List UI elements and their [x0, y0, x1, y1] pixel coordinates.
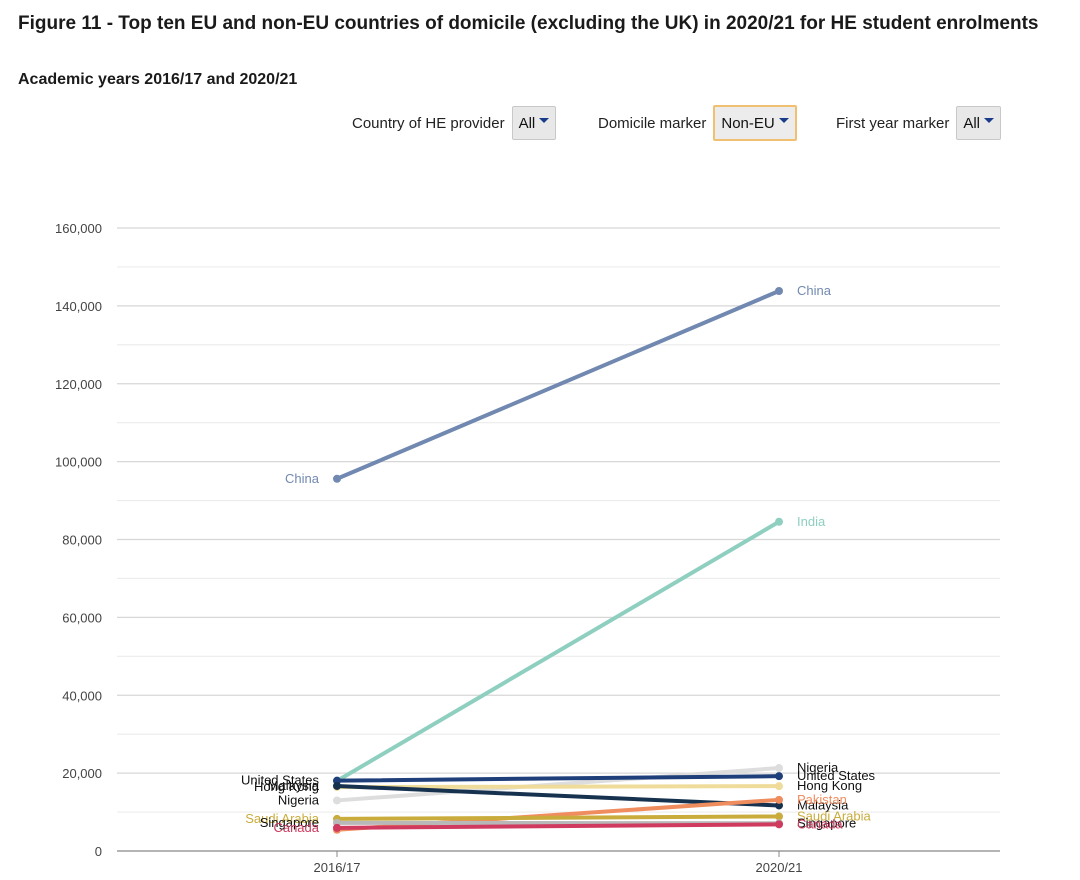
y-axis: 0 20,000 40,000 60,000 80,000 100,000 120,000 1…: [55, 221, 102, 859]
right-label-singapore: Singapore: [797, 815, 856, 830]
x-tick-label: 2020/21: [756, 860, 803, 875]
series-lines: [333, 287, 783, 834]
right-label-saudi-arabia: Saudi Arabia: [797, 808, 871, 823]
filter-country-of-he-provider: Country of HE provider All: [352, 106, 557, 140]
caret-down-icon: [539, 118, 550, 123]
right-label-united-states: United States: [797, 768, 876, 783]
chart-subtitle: Academic years 2016/17 and 2020/21: [18, 71, 298, 88]
series-line-hong-kong: [335, 784, 781, 790]
left-label-malaysia: Malaysia: [268, 778, 320, 793]
series-line-nigeria: [335, 766, 781, 803]
right-label-china: China: [797, 283, 832, 298]
left-label-hong-kong: Hong Kong: [254, 779, 319, 794]
left-label-china: China: [285, 471, 320, 486]
domicile-select-value: Non-EU: [721, 114, 775, 132]
left-label-united-states: United States: [241, 773, 320, 788]
series-line-china: [335, 289, 781, 481]
data-point-nigeria: [333, 796, 341, 805]
y-tick-label: 20,000: [62, 766, 102, 781]
y-tick-label: 40,000: [62, 688, 102, 703]
filter-first-year-label: First year marker: [836, 114, 950, 132]
data-point-canada: [775, 820, 783, 829]
data-point-malaysia: [775, 801, 783, 810]
left-label-saudi-arabia: Saudi Arabia: [245, 811, 319, 826]
domicile-marker-select[interactable]: Non-EU: [713, 105, 797, 141]
left-label-singapore: Singapore: [260, 815, 319, 830]
data-point-china: [333, 474, 341, 483]
y-tick-label: 100,000: [55, 455, 102, 470]
chart-title: Figure 11 - Top ten EU and non-EU countr…: [18, 13, 1039, 34]
data-point-malaysia: [333, 781, 341, 790]
y-tick-label: 80,000: [62, 533, 102, 548]
x-axis: 2016/17 2020/21: [117, 850, 1000, 875]
left-label-nigeria: Nigeria: [278, 792, 320, 807]
caret-down-icon: [984, 118, 995, 123]
country-of-he-provider-select[interactable]: All: [511, 106, 557, 140]
filter-country-label: Country of HE provider: [352, 114, 505, 132]
series-line-malaysia: [335, 783, 781, 808]
first-year-select-value: All: [963, 114, 981, 132]
gridlines: [117, 227, 1000, 813]
data-point-saudi-arabia: [775, 812, 783, 821]
data-point-hong-kong: [775, 782, 783, 791]
data-point-canada: [333, 823, 341, 832]
right-label-nigeria: Nigeria: [797, 760, 839, 775]
filter-first-year-marker: First year marker All: [836, 106, 1002, 140]
filter-domicile-marker: Domicile marker Non-EU: [598, 105, 797, 141]
y-tick-label: 160,000: [55, 221, 102, 236]
series-line-canada: [335, 822, 781, 830]
filter-domicile-label: Domicile marker: [598, 114, 707, 132]
y-tick-label: 0: [95, 844, 102, 859]
data-point-china: [775, 287, 783, 296]
data-point-pakistan: [775, 795, 783, 804]
y-tick-label: 60,000: [62, 610, 102, 625]
right-label-canada: Canada: [797, 816, 843, 831]
right-label-hong-kong: Hong Kong: [797, 778, 862, 793]
data-point-nigeria: [775, 764, 783, 773]
series-line-india: [335, 519, 781, 783]
caret-down-icon: [778, 118, 789, 123]
x-tick-label: 2016/17: [314, 860, 361, 875]
y-tick-label: 120,000: [55, 377, 102, 392]
left-label-canada: Canada: [273, 820, 319, 835]
first-year-marker-select[interactable]: All: [956, 106, 1002, 140]
series-line-united-states: [335, 774, 781, 783]
right-label-malaysia: Malaysia: [797, 797, 849, 812]
data-point-india: [775, 517, 783, 526]
y-tick-label: 140,000: [55, 299, 102, 314]
data-point-united-states: [775, 772, 783, 781]
country-select-value: All: [518, 114, 536, 132]
right-label-india: India: [797, 514, 826, 529]
series-line-saudi-arabia: [335, 814, 781, 821]
right-label-pakistan: Pakistan: [797, 792, 847, 807]
